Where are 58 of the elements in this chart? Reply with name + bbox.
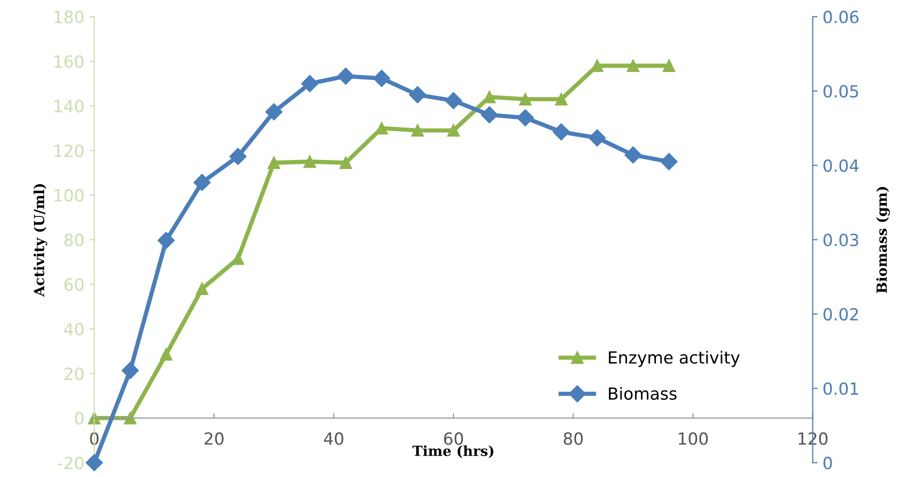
- point: [124, 412, 136, 424]
- y-axis-title: Activity (U/ml): [34, 184, 48, 297]
- point: [337, 68, 354, 85]
- point: [301, 75, 318, 92]
- point: [86, 454, 103, 472]
- y-tick-label: 140: [54, 100, 84, 112]
- point: [265, 103, 282, 120]
- y2-tick-label: 0.06: [824, 10, 858, 24]
- point: [194, 174, 211, 192]
- point: [339, 156, 352, 170]
- point: [480, 106, 498, 124]
- point: [444, 92, 462, 110]
- y-tick-label: 40: [64, 322, 84, 336]
- x-tick-label: 40: [324, 432, 344, 445]
- x-tick-label: 100: [678, 432, 708, 445]
- point: [662, 60, 676, 72]
- y2-tick-label: 0.01: [824, 382, 858, 395]
- y-tick-label: 100: [54, 189, 84, 202]
- point: [519, 92, 532, 106]
- x-tick-label: 80: [564, 432, 583, 445]
- y2-tick-label: 0.03: [824, 234, 858, 246]
- point: [588, 129, 606, 146]
- y-tick-label: 120: [54, 144, 84, 158]
- y2-tick-label: 0.05: [824, 84, 858, 98]
- y-tick-label: 0: [75, 412, 84, 425]
- y2-tick-label: 0: [824, 456, 832, 470]
- point: [122, 362, 139, 380]
- y-tick-label: 160: [54, 55, 84, 68]
- point: [660, 153, 678, 170]
- y-tick-label: -20: [58, 456, 84, 470]
- point: [411, 124, 424, 137]
- point: [373, 70, 390, 87]
- point: [268, 156, 280, 170]
- point: [626, 60, 640, 72]
- x-tick-label: 60: [444, 432, 463, 445]
- point: [229, 148, 247, 165]
- point: [160, 348, 172, 361]
- x-tick-label: 0: [90, 432, 98, 445]
- point: [304, 155, 316, 168]
- point: [447, 124, 460, 137]
- y-tick-label: 60: [64, 278, 84, 291]
- y-tick-label: 80: [64, 234, 84, 246]
- point: [624, 146, 642, 164]
- point: [196, 282, 208, 295]
- point: [409, 86, 426, 104]
- y2-tick-label: 0.02: [824, 308, 858, 321]
- x-axis-title: Time (hrs): [412, 445, 494, 458]
- y-tick-label: 180: [54, 10, 84, 24]
- point: [552, 123, 570, 140]
- point: [516, 109, 534, 126]
- y2-axis-title: Biomass (gm): [876, 187, 890, 294]
- y2-tick-label: 0.04: [824, 159, 859, 172]
- legend-label: Biomass: [608, 386, 677, 400]
- point: [555, 92, 568, 106]
- x-tick-label: 20: [204, 432, 224, 445]
- point: [158, 232, 175, 249]
- legend-label: Enzyme activity: [608, 350, 740, 367]
- y-tick-label: 20: [64, 367, 84, 380]
